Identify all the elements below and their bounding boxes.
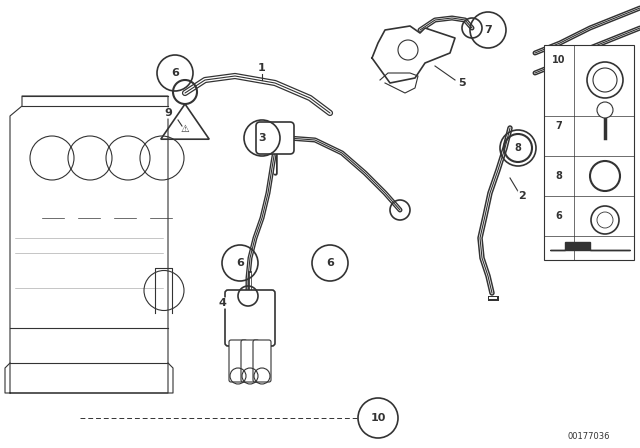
Text: 6: 6 [326, 258, 334, 268]
Text: 8: 8 [515, 143, 522, 153]
Text: 10: 10 [371, 413, 386, 423]
Text: 6: 6 [556, 211, 563, 221]
Text: 4: 4 [218, 298, 226, 308]
Circle shape [597, 102, 613, 118]
Polygon shape [550, 242, 630, 250]
Text: 6: 6 [236, 258, 244, 268]
Text: 7: 7 [484, 25, 492, 35]
FancyBboxPatch shape [256, 122, 294, 154]
Text: 3: 3 [258, 133, 266, 143]
FancyBboxPatch shape [241, 340, 259, 382]
Text: 7: 7 [556, 121, 563, 131]
Text: 10: 10 [552, 55, 566, 65]
FancyBboxPatch shape [544, 45, 634, 260]
FancyBboxPatch shape [225, 290, 275, 346]
Text: 9: 9 [164, 108, 172, 118]
Polygon shape [380, 73, 418, 93]
Text: 8: 8 [556, 171, 563, 181]
Polygon shape [372, 26, 455, 83]
Text: 2: 2 [518, 191, 526, 201]
Text: ⚠: ⚠ [180, 124, 189, 134]
FancyBboxPatch shape [229, 340, 247, 382]
Text: 00177036: 00177036 [568, 431, 611, 440]
Text: 6: 6 [171, 68, 179, 78]
Text: 1: 1 [258, 63, 266, 73]
Text: 5: 5 [458, 78, 466, 88]
FancyBboxPatch shape [253, 340, 271, 382]
